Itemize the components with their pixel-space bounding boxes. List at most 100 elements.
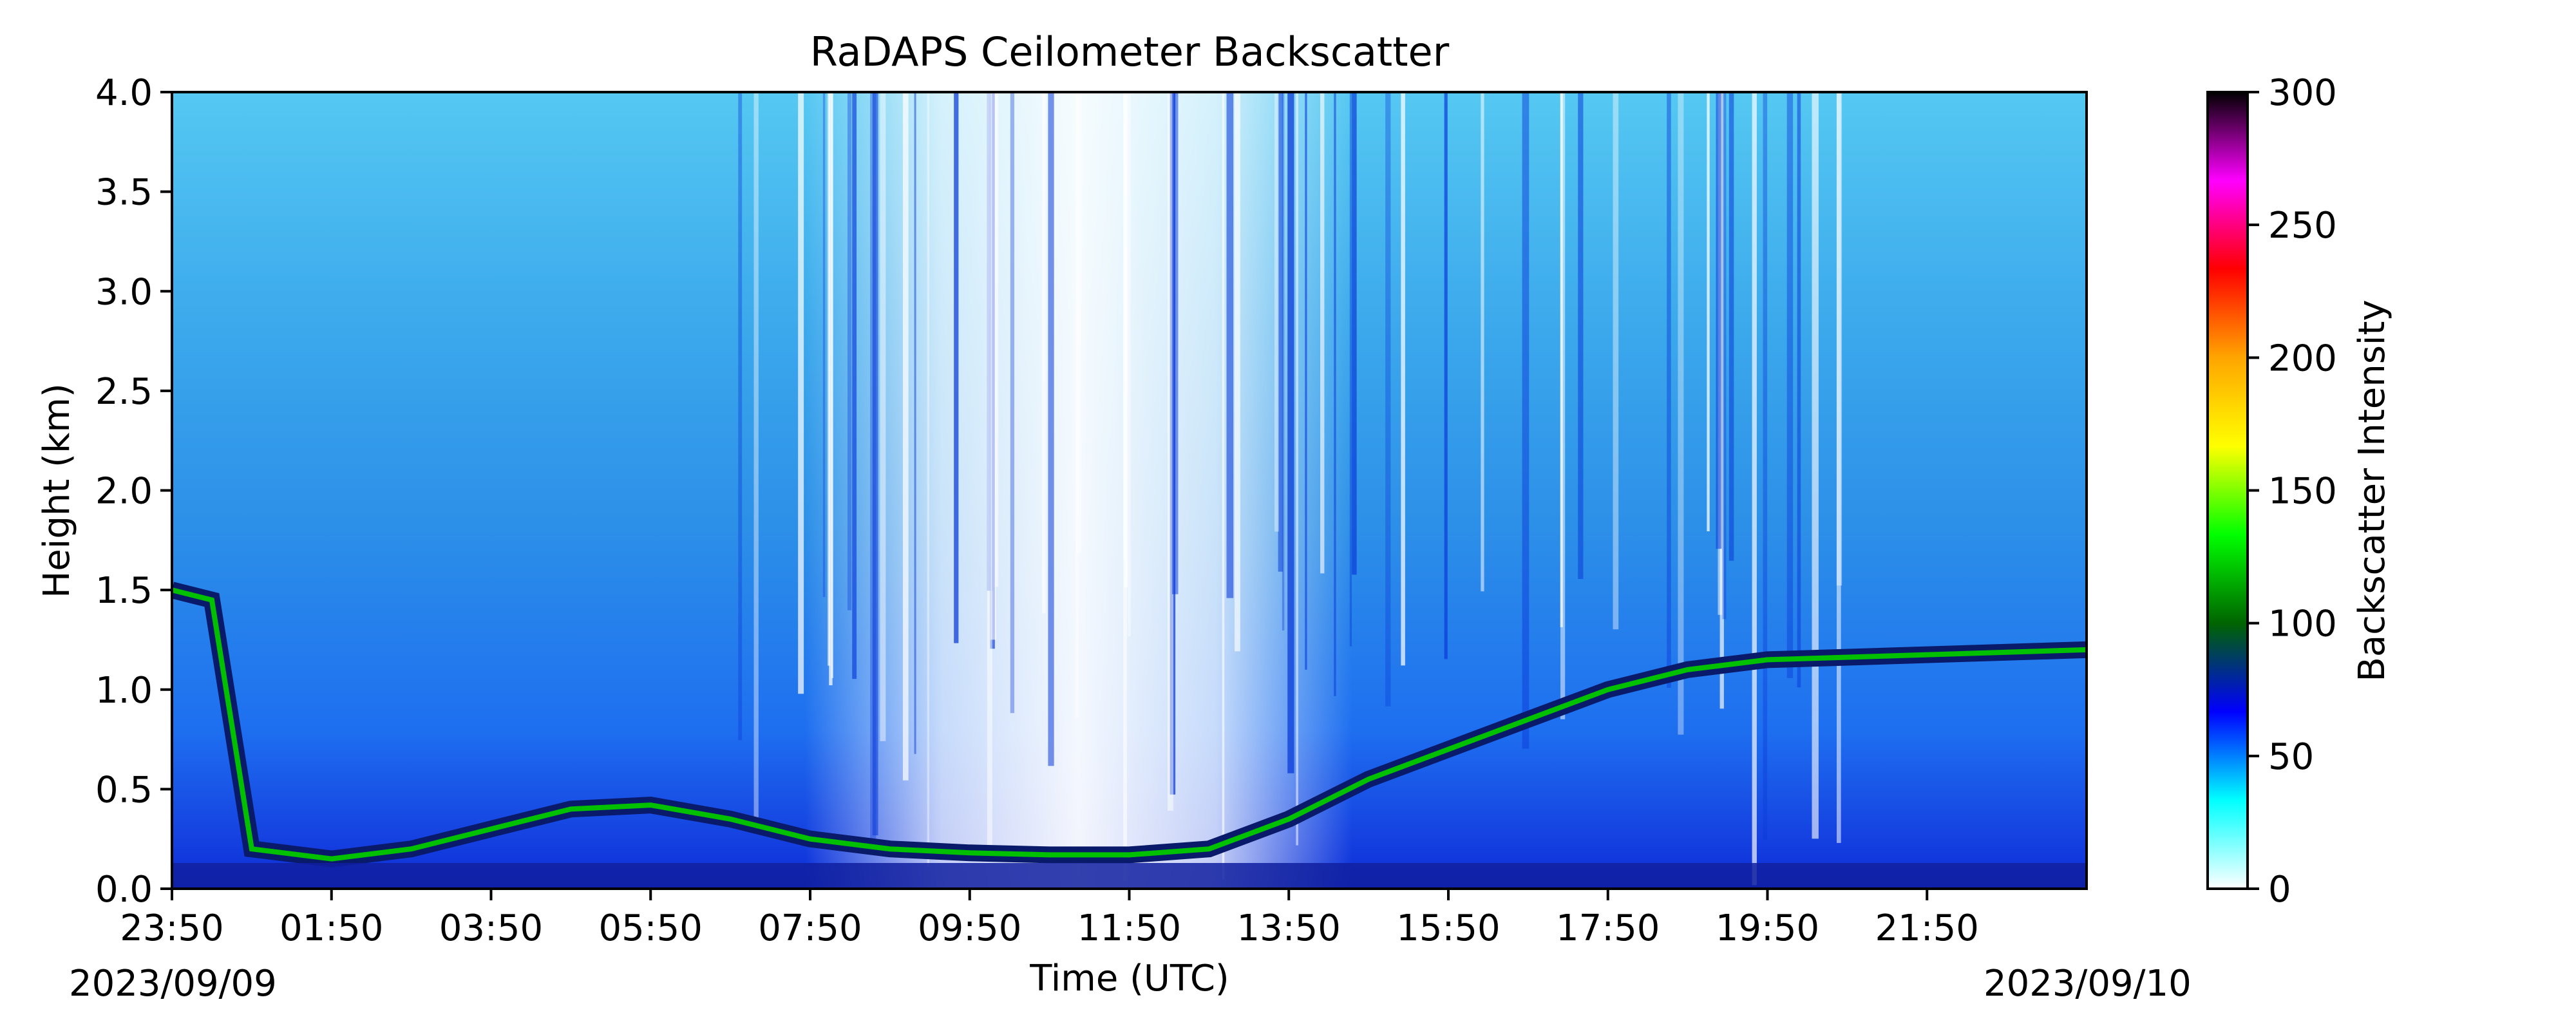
signal-streak: [1716, 92, 1722, 549]
signal-streak: [738, 92, 743, 741]
signal-streak: [1287, 92, 1294, 773]
signal-streak: [1222, 92, 1225, 879]
y-tick-label: 2.0: [95, 471, 153, 513]
colorbar-tick-label: 200: [2268, 337, 2337, 379]
x-tick-label: 07:50: [758, 907, 862, 949]
signal-streak: [1274, 92, 1279, 532]
signal-streak: [987, 92, 992, 849]
signal-streak: [1282, 92, 1285, 630]
signal-streak: [880, 92, 886, 741]
end-date-label: 2023/09/10: [1984, 963, 2192, 1005]
signal-streak: [1667, 92, 1671, 688]
signal-streak: [829, 92, 833, 686]
y-tick-label: 1.0: [95, 670, 153, 712]
signal-streak: [1722, 92, 1727, 620]
signal-streak: [828, 92, 831, 666]
signal-streak: [1076, 92, 1082, 553]
signal-streak: [1522, 92, 1530, 749]
signal-streak: [1707, 92, 1710, 532]
colorbar-gradient: [2206, 91, 2249, 890]
signal-streak: [1797, 92, 1801, 688]
signal-streak: [753, 92, 759, 828]
signal-streak: [1763, 92, 1768, 840]
signal-streak: [1578, 92, 1584, 580]
x-axis-label: Time (UTC): [1029, 958, 1229, 1000]
signal-streak: [1678, 92, 1684, 735]
signal-streak: [822, 92, 826, 598]
plot-area: [172, 92, 2087, 889]
signal-streak: [1234, 92, 1240, 652]
y-tick-label: 3.5: [95, 172, 153, 214]
signal-streak: [1334, 92, 1336, 696]
x-tick-label: 05:50: [599, 907, 703, 949]
signal-streak: [1167, 92, 1173, 811]
y-tick-label: 2.5: [95, 371, 153, 413]
colorbar-tick-label: 300: [2268, 72, 2337, 114]
x-tick-label: 15:50: [1396, 907, 1500, 949]
signal-streak: [1320, 92, 1325, 574]
signal-streak: [872, 92, 878, 836]
x-axis: 23:50 01:50 03:50 05:50 07:50 09:50 11:50 13:50…: [120, 889, 1979, 949]
signal-streak: [1010, 92, 1015, 714]
signal-streak: [1385, 92, 1391, 706]
y-axis-label: Height (km): [36, 383, 78, 598]
x-tick-label: 19:50: [1716, 907, 1819, 949]
signal-streak: [1127, 92, 1131, 637]
y-tick-label: 0.5: [95, 769, 153, 811]
signal-streak: [1305, 92, 1307, 670]
signal-streak: [798, 92, 804, 694]
signal-streak: [1836, 92, 1842, 586]
colorbar-ticks: 0 50 100 150 200 250 300: [2248, 72, 2337, 911]
x-tick-label: 11:50: [1077, 907, 1181, 949]
signal-streak: [1075, 92, 1079, 717]
x-tick-label: 21:50: [1875, 907, 1979, 949]
signal-streak: [1786, 92, 1794, 678]
signal-streak: [1042, 92, 1046, 614]
x-tick-label: 01:50: [279, 907, 383, 949]
signal-streak: [1752, 92, 1757, 886]
signal-streak: [927, 92, 930, 867]
colorbar-tick-label: 100: [2268, 603, 2337, 645]
colorbar-tick-label: 150: [2268, 471, 2337, 513]
signal-streak: [902, 92, 909, 781]
signal-streak: [1123, 92, 1128, 881]
signal-streak: [852, 92, 857, 679]
y-tick-label: 1.5: [95, 570, 153, 612]
colorbar-tick-label: 50: [2268, 736, 2314, 778]
colorbar-tick-label: 0: [2268, 869, 2291, 911]
signal-streak: [1560, 92, 1566, 719]
signal-streak: [1226, 92, 1234, 598]
signal-streak: [1296, 92, 1298, 846]
boundary-layer-core: [172, 587, 2087, 862]
y-axis: 0.0 0.5 1.0 1.5 2.0 2.5 3.0 3.5 4.0: [95, 72, 172, 911]
signal-streak: [1444, 92, 1448, 659]
signal-streak: [847, 92, 852, 611]
x-tick-label: 03:50: [439, 907, 543, 949]
chart-title: RaDAPS Ceilometer Backscatter: [810, 28, 1450, 75]
start-date-label: 2023/09/09: [69, 963, 277, 1005]
y-tick-label: 3.0: [95, 271, 153, 313]
signal-streak: [1481, 92, 1484, 592]
signal-streak: [1837, 92, 1841, 843]
signal-streak: [990, 92, 996, 640]
signal-streak: [1278, 92, 1283, 572]
signal-streak: [1613, 92, 1619, 630]
signal-streak: [954, 92, 959, 643]
signal-streak: [1401, 92, 1405, 666]
x-tick-label: 17:50: [1556, 907, 1660, 949]
x-tick-label: 23:50: [120, 907, 223, 949]
y-tick-label: 0.0: [95, 869, 153, 911]
colorbar-tick-label: 250: [2268, 205, 2337, 247]
colorbar: 0 50 100 150 200 250 300 Backscatter Intensity: [2206, 72, 2393, 911]
x-tick-label: 13:50: [1237, 907, 1341, 949]
signal-streak: [1349, 92, 1352, 647]
x-tick-label: 09:50: [918, 907, 1021, 949]
colorbar-label: Backscatter Intensity: [2351, 299, 2393, 681]
signal-streak: [914, 92, 916, 754]
signal-streak: [1048, 92, 1054, 766]
clear-sky-region: [805, 92, 1352, 889]
signal-streak: [1171, 92, 1179, 594]
y-tick-label: 4.0: [95, 72, 153, 114]
